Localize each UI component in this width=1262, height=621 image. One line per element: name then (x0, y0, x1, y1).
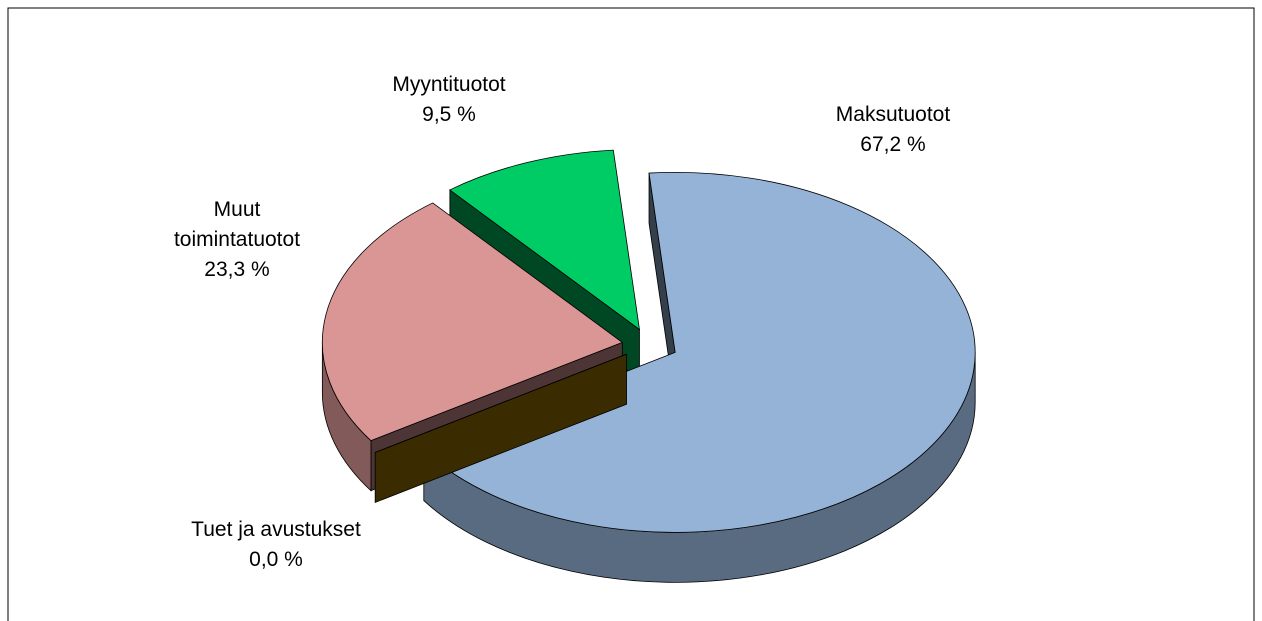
value-label: 9,5 % (422, 103, 476, 126)
pie-slice (321, 202, 624, 442)
slice-label: Muut toimintatuotot 23,3 % (152, 195, 322, 285)
pie-slice (449, 149, 640, 331)
value-label: 23,3 % (204, 258, 270, 281)
category-name: Myyntituotot (392, 73, 506, 96)
value-label: 67,2 % (860, 133, 926, 156)
category-name: Muut toimintatuotot (173, 198, 301, 251)
slice-label: Myyntituotot 9,5 % (392, 70, 505, 130)
category-name: Tuet ja avustukset (191, 518, 361, 541)
category-name: Maksutuotot (835, 103, 951, 126)
slice-label: Tuet ja avustukset 0,0 % (191, 515, 361, 575)
pie-slice (375, 353, 627, 453)
slice-label: Maksutuotot 67,2 % (836, 100, 950, 160)
value-label: 0,0 % (249, 548, 303, 571)
pie-slice (423, 171, 976, 533)
chart-frame (7, 7, 1255, 621)
